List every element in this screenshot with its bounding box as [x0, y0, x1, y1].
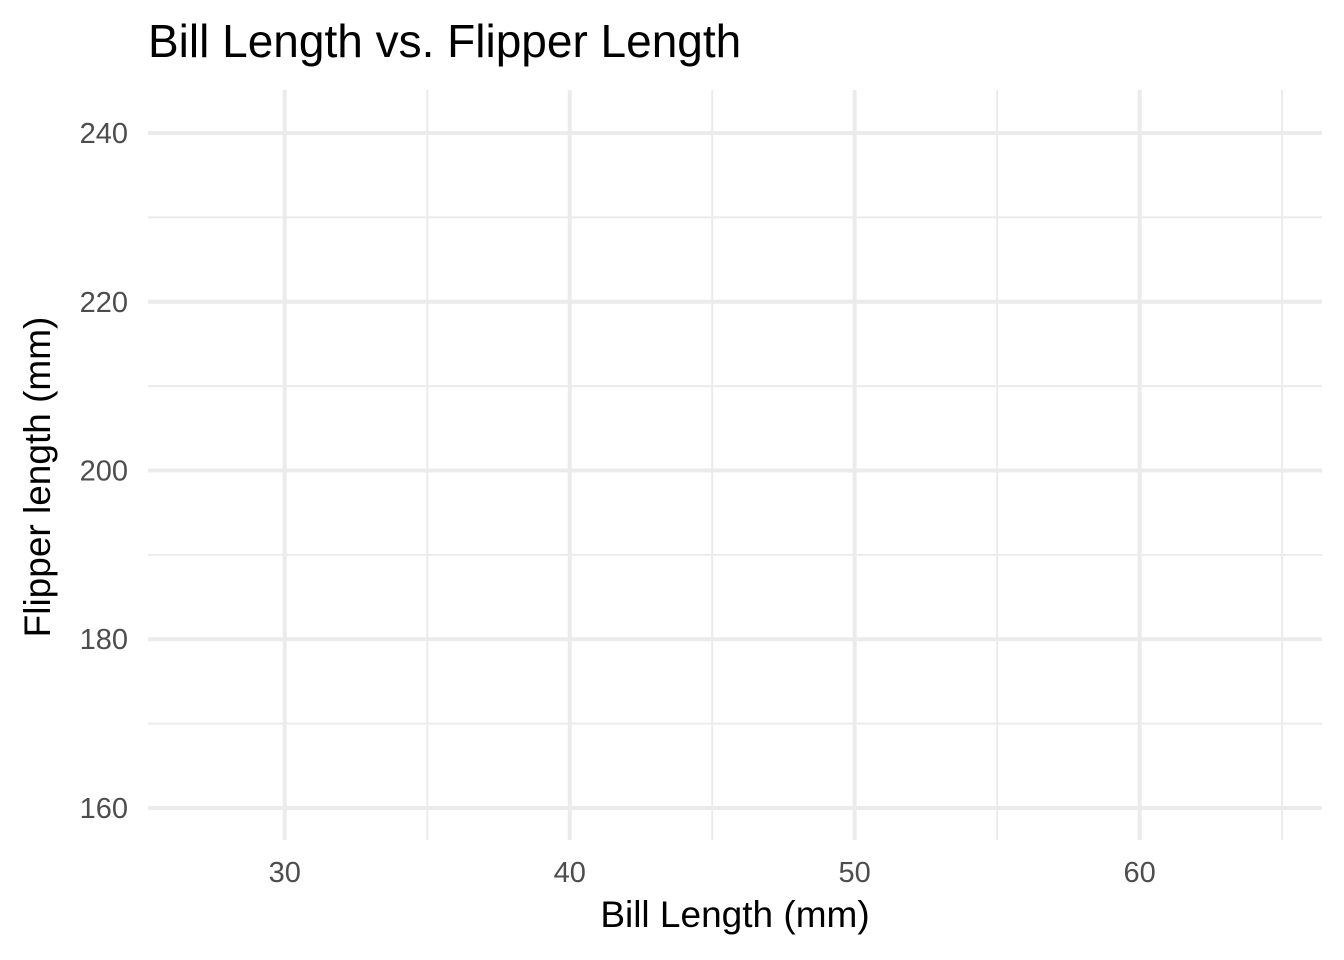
major-gridlines	[148, 90, 1322, 840]
y-tick-label: 160	[80, 793, 128, 825]
x-tick-label: 50	[839, 857, 871, 889]
y-tick-label: 220	[80, 287, 128, 319]
y-tick-labels: 160 180 200 220 240	[80, 118, 128, 825]
chart-title: Bill Length vs. Flipper Length	[148, 15, 742, 67]
minor-gridlines	[148, 90, 1322, 840]
y-tick-label: 200	[80, 455, 128, 487]
y-tick-label: 240	[80, 118, 128, 150]
x-axis-label: Bill Length (mm)	[600, 894, 870, 935]
y-axis-label: Flipper length (mm)	[17, 316, 58, 638]
x-tick-label: 30	[269, 857, 301, 889]
x-tick-labels: 30 40 50 60	[269, 857, 1156, 889]
y-tick-label: 180	[80, 624, 128, 656]
x-tick-label: 60	[1123, 857, 1155, 889]
x-tick-label: 40	[554, 857, 586, 889]
